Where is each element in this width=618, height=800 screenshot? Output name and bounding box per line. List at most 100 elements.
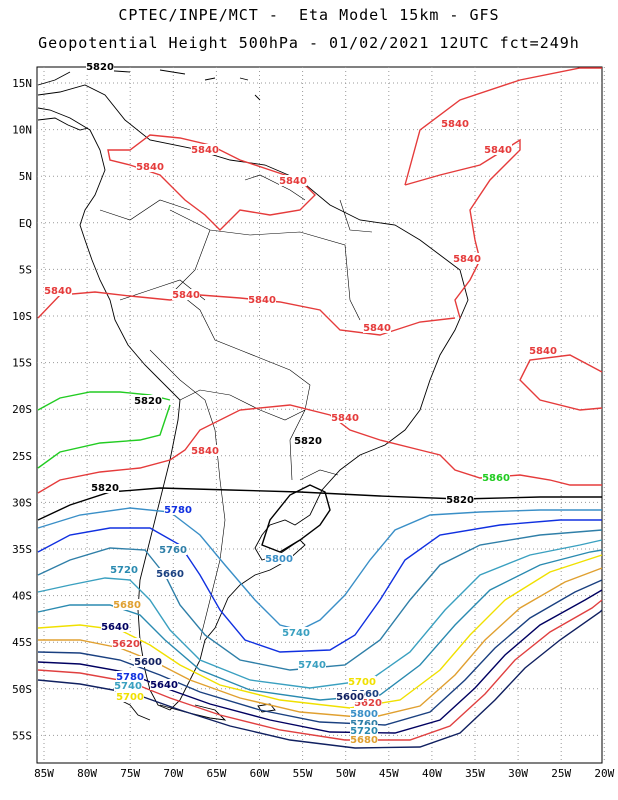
lat-tick-label: 45S xyxy=(12,636,32,649)
contour-label-bg xyxy=(282,627,310,638)
contour-5840-west xyxy=(37,291,456,336)
contour-label-5800: 5800 xyxy=(350,709,378,720)
country-borders xyxy=(99,174,373,641)
contour-label-5840: 5840 xyxy=(484,145,512,156)
lon-tick-label: 45W xyxy=(379,767,399,780)
contour-label-bg xyxy=(159,544,187,555)
contour-label-5720: 5720 xyxy=(350,726,378,737)
contour-label-bg xyxy=(529,345,557,356)
lat-tick-label: 25S xyxy=(12,450,32,463)
contour-label-bg xyxy=(156,568,184,579)
lat-tick-label: 40S xyxy=(12,590,32,603)
contour-label-bg xyxy=(482,472,510,483)
lat-tick-label: 15S xyxy=(12,357,32,370)
contour-label-5640: 5640 xyxy=(101,622,129,633)
lat-tick-label: 5N xyxy=(19,170,32,183)
lon-tick-label: 60W xyxy=(250,767,270,780)
contour-label-5700: 5700 xyxy=(348,677,376,688)
contour-label-5620: 5620 xyxy=(354,698,382,709)
contour-label-bg xyxy=(191,445,219,456)
contour-label-bg xyxy=(110,564,138,575)
contour-label-bg xyxy=(484,144,512,155)
chart-title: CPTEC/INPE/MCT - Eta Model 15km - GFS xyxy=(118,6,500,24)
contour-label-5840: 5840 xyxy=(172,290,200,301)
contour-label-bg xyxy=(86,61,114,72)
contour-label-5840: 5840 xyxy=(191,446,219,457)
contour-label-5840: 5840 xyxy=(44,286,72,297)
lat-tick-label: 10S xyxy=(12,310,32,323)
contour-5820-low xyxy=(261,484,331,553)
contour-label-5600: 5600 xyxy=(336,692,364,703)
contour-label-bg xyxy=(441,118,469,129)
contour-label-bg xyxy=(363,322,391,333)
contour-label-5660: 5660 xyxy=(351,689,379,700)
contour-label-bg xyxy=(265,553,293,564)
contour-label-5840: 5840 xyxy=(363,323,391,334)
lon-tick-label: 65W xyxy=(206,767,226,780)
contour-label-bg xyxy=(354,697,382,708)
contour-label-5740: 5740 xyxy=(282,628,310,639)
lon-tick-label: 30W xyxy=(508,767,528,780)
caribbean-islands xyxy=(99,69,261,101)
lat-tick-label: 5S xyxy=(19,263,32,276)
contour-labels: 5840 5840 5840 5840 5840 5840 5840 5840 5840 5840… xyxy=(44,61,557,746)
contour-label-bg xyxy=(350,718,378,729)
lat-tick-label: 35S xyxy=(12,543,32,556)
contour-label-5840: 5840 xyxy=(441,119,469,130)
lon-tick-label: 35W xyxy=(465,767,485,780)
lat-tick-label: 15N xyxy=(12,77,32,90)
lat-tick-label: EQ xyxy=(19,217,32,230)
lat-tick-label: 10N xyxy=(12,124,32,137)
contour-label-5840: 5840 xyxy=(136,162,164,173)
contour-label-bg xyxy=(348,676,376,687)
contour-label-5740: 5740 xyxy=(114,681,142,692)
contour-label-bg xyxy=(134,656,162,667)
contour-label-5840: 5840 xyxy=(279,176,307,187)
contour-label-bg xyxy=(453,253,481,264)
central-america-coast xyxy=(37,71,89,131)
contour-label-5760: 5760 xyxy=(159,545,187,556)
contour-label-5820: 5820 xyxy=(86,62,114,73)
contour-label-5840: 5840 xyxy=(331,413,359,424)
contour-label-bg xyxy=(116,691,144,702)
contour-label-bg xyxy=(164,504,192,515)
contour-label-bg xyxy=(191,144,219,155)
contour-label-5720: 5720 xyxy=(110,565,138,576)
contour-5840-atlantic-north xyxy=(404,67,602,319)
contour-label-5600: 5600 xyxy=(134,657,162,668)
lon-tick-label: 40W xyxy=(422,767,442,780)
contour-label-bg xyxy=(350,734,378,745)
south-america-coastline xyxy=(37,84,469,711)
contour-label-bg xyxy=(248,294,276,305)
contour-label-bg xyxy=(172,289,200,300)
contour-label-bg xyxy=(116,671,144,682)
contour-label-bg xyxy=(350,708,378,719)
lat-tick-label: 30S xyxy=(12,496,32,509)
contour-label-5780: 5780 xyxy=(164,505,192,516)
axis-labels: 85W 80W 75W 70W 65W 60W 55W 50W 45W 40W 35W 30W 25W 2… xyxy=(12,77,614,780)
contour-label-bg xyxy=(351,688,379,699)
contour-label-5680: 5680 xyxy=(350,735,378,746)
contour-label-5840: 5840 xyxy=(529,346,557,357)
coastline-layer xyxy=(37,69,469,721)
lon-tick-label: 85W xyxy=(34,767,54,780)
contour-label-5800: 5800 xyxy=(265,554,293,565)
contour-label-5780: 5780 xyxy=(116,672,144,683)
contour-label-5820: 5820 xyxy=(294,436,322,447)
contour-label-bg xyxy=(350,725,378,736)
lon-tick-label: 55W xyxy=(293,767,313,780)
lon-tick-label: 25W xyxy=(551,767,571,780)
contour-label-bg xyxy=(150,679,178,690)
contour-label-bg xyxy=(134,395,162,406)
contour-label-5680: 5680 xyxy=(113,600,141,611)
contour-label-5760: 5760 xyxy=(350,719,378,730)
contour-label-5820: 5820 xyxy=(91,483,119,494)
contour-label-bg xyxy=(446,494,474,505)
contour-label-5820: 5820 xyxy=(446,495,474,506)
contour-label-bg xyxy=(101,621,129,632)
lon-tick-label: 50W xyxy=(336,767,356,780)
contour-label-bg xyxy=(298,659,326,670)
contour-label-5840: 5840 xyxy=(453,254,481,265)
contour-label-5840: 5840 xyxy=(248,295,276,306)
